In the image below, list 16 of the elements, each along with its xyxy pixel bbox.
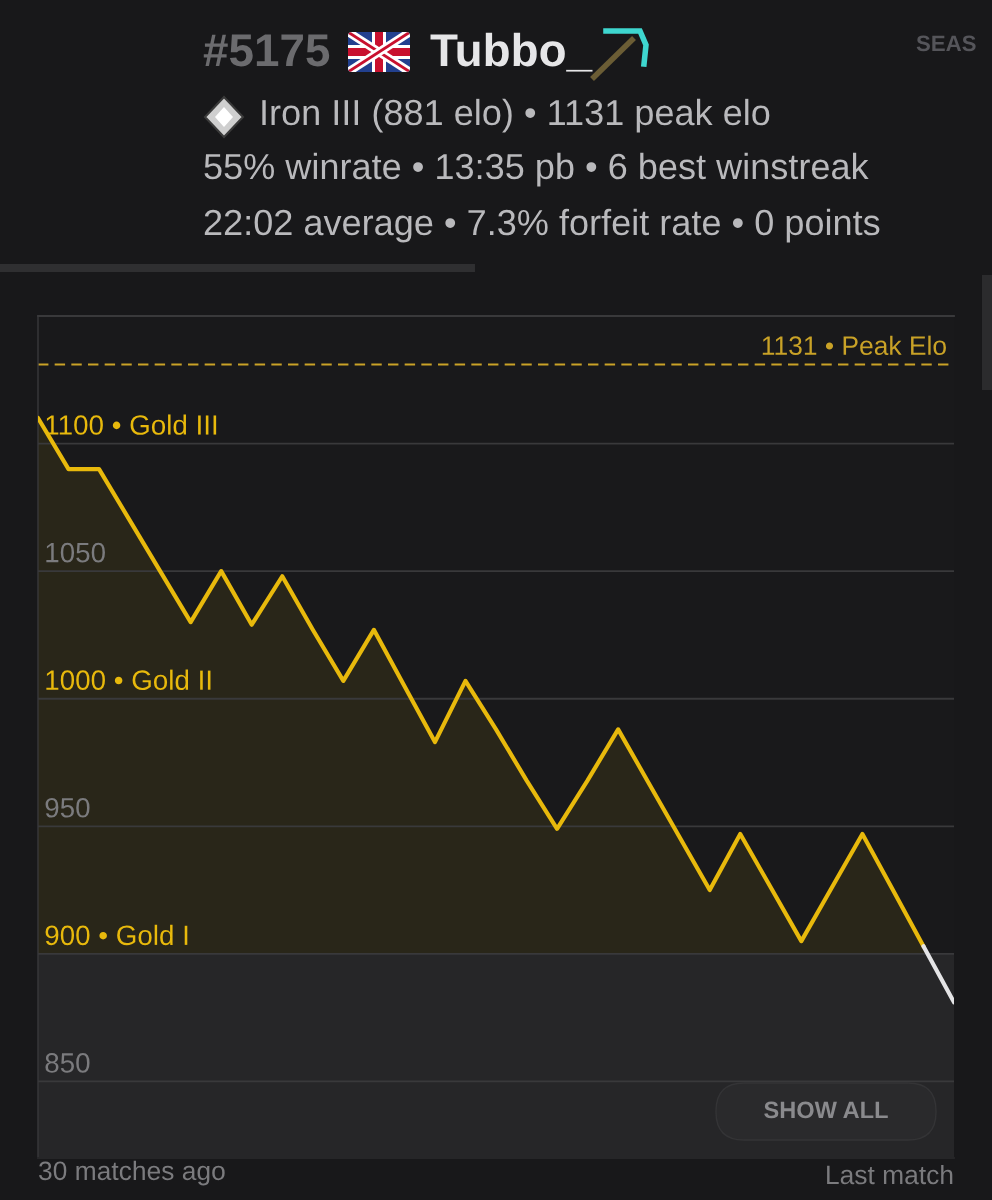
- text: 22:02 average • 7.3% forfeit rate • 0 points: [204, 208, 880, 243]
- text: Last match: [827, 1164, 953, 1185]
- text: Iron III (881 elo) • 1131 peak elo: [262, 98, 770, 133]
- text: #5175: [203, 34, 330, 67]
- y-tick-label: 1050: [46, 542, 105, 563]
- text: SEAS: [916, 35, 976, 52]
- x-axis-title: 30 matches ago: [39, 1160, 225, 1186]
- chart-title: Tubbo_: [430, 32, 593, 72]
- y-tick-label: 1100 • Gold III: [46, 414, 217, 435]
- y-tick-label: 950: [45, 797, 90, 818]
- y-tick-label: 850: [45, 1053, 90, 1073]
- ref-line-label: 1131 • Peak Elo: [762, 335, 946, 356]
- text: 55% winrate • 13:35 pb • 6 best winstreak: [204, 152, 869, 187]
- y-tick-label: 1000 • Gold II: [46, 669, 211, 690]
- annotation: SHOW ALL: [764, 1101, 888, 1119]
- y-tick-label: 900 • Gold I: [45, 924, 188, 946]
